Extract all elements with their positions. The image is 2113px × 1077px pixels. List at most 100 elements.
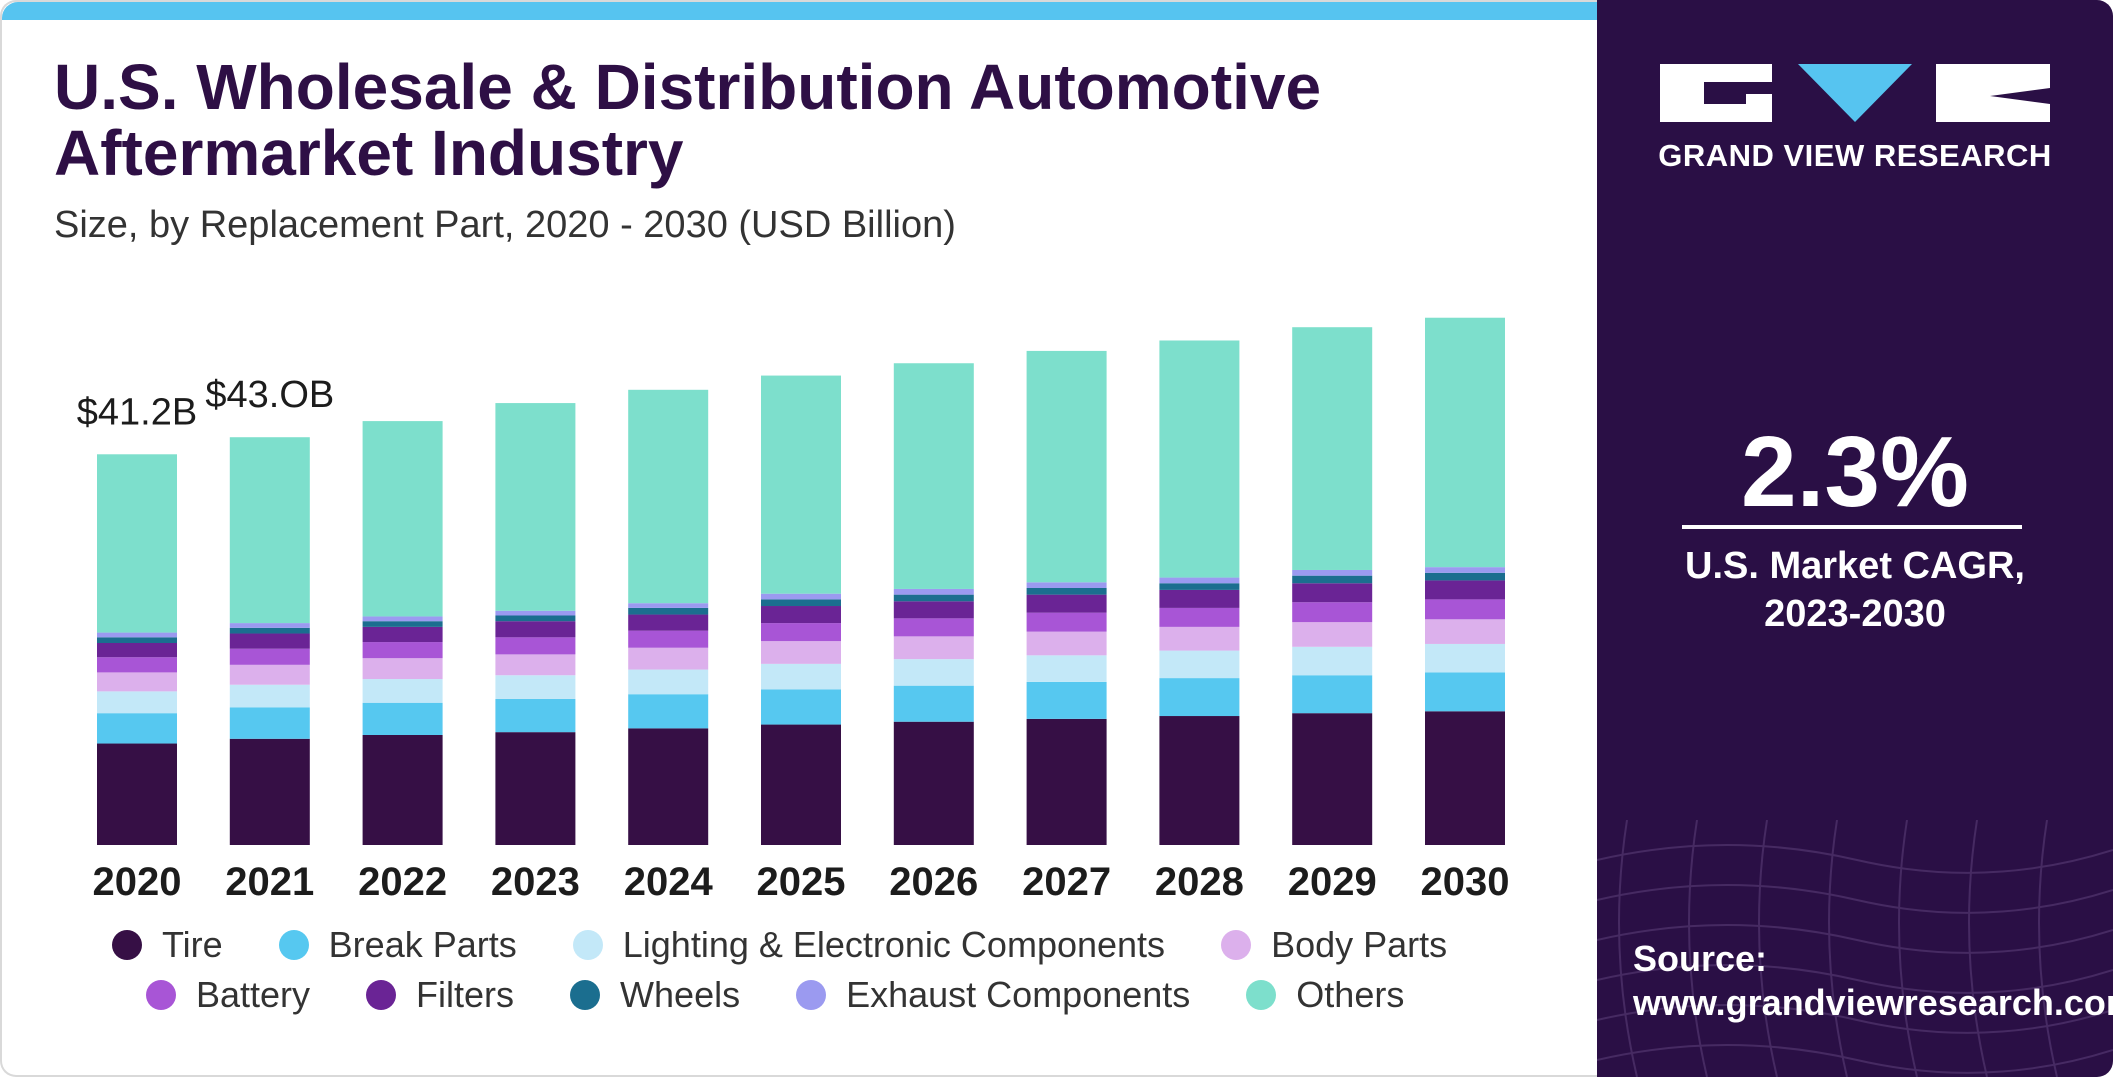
bar-segment-2021-exhaust (229, 623, 310, 628)
stacked-bar-chart: 2020 2021 2022 2023 2024 2025 2026 2027 2028 2029… (77, 317, 1510, 900)
x-tick-label-2024: 2024 (624, 860, 714, 900)
bar-segment-2028-body_parts (1159, 626, 1240, 651)
bar-segment-2030-tire (1425, 711, 1505, 845)
source-label: Source: (1633, 938, 1768, 979)
bar-segment-2020-exhaust (97, 632, 177, 638)
bar-segment-2030-lighting (1425, 643, 1505, 673)
source-link[interactable]: www.grandviewresearch.com (1633, 982, 2113, 1023)
bar-segment-2020-filters (97, 643, 177, 658)
bar-segment-2020-wheels (97, 637, 177, 644)
bar-segment-2024-filters (628, 614, 709, 631)
legend-label-filters: Filters (416, 974, 515, 1015)
bar-segment-2027-battery (1026, 612, 1107, 632)
legend-item-battery: Battery (146, 974, 310, 1016)
bar-segment-2030-exhaust (1425, 567, 1505, 573)
legend-swatch-others (1246, 980, 1277, 1010)
legend-swatch-battery (146, 980, 176, 1010)
bar-segment-2024-others (628, 389, 709, 604)
bar-segment-2029-others (1292, 327, 1373, 570)
bar-segment-2024-wheels (628, 607, 709, 615)
legend-label-break_parts: Break Parts (328, 924, 517, 965)
bar-segment-2021-lighting (229, 684, 310, 708)
bar-segment-2027-tire (1026, 718, 1107, 845)
bar-segment-2022-battery (362, 642, 443, 659)
bar-segment-2026-lighting (893, 659, 974, 686)
bar-segment-2022-exhaust (362, 616, 443, 622)
bar-segment-2020-break_parts (97, 713, 177, 744)
x-tick-label-2025: 2025 (757, 860, 846, 900)
legend: Tire Break Parts Lighting & Electronic Com… (112, 920, 1592, 1020)
cagr-label-line-2: 2023-2030 (1764, 593, 1946, 635)
legend-item-others: Others (1246, 974, 1404, 1016)
bar-segment-2028-lighting (1159, 650, 1240, 679)
bar-segment-2029-tire (1292, 713, 1373, 845)
bar-segment-2023-lighting (495, 675, 576, 699)
bar-segment-2021-break_parts (229, 707, 310, 739)
top-accent-strip (2, 2, 1599, 20)
bar-segment-2023-body_parts (495, 654, 576, 676)
x-tick-label-2027: 2027 (1022, 860, 1111, 900)
bar-segment-2025-exhaust (761, 593, 841, 600)
bar-segment-2025-lighting (761, 663, 841, 690)
legend-item-body_parts: Body Parts (1221, 924, 1447, 966)
bar-segment-2026-exhaust (893, 588, 974, 595)
legend-label-lighting: Lighting & Electronic Components (622, 924, 1166, 965)
bar-segment-2024-lighting (628, 669, 709, 695)
bar-segment-2030-break_parts (1425, 672, 1505, 712)
cagr-divider (1682, 525, 2022, 529)
bar-segment-2021-others (229, 437, 310, 624)
bar-segment-2021-battery (229, 648, 310, 665)
legend-swatch-lighting (572, 930, 603, 960)
bar-segment-2020-tire (97, 743, 177, 845)
bar-segment-2022-body_parts (362, 658, 443, 680)
legend-label-tire: Tire (162, 924, 223, 965)
chart-title: U.S. Wholesale & Distribution Automotive… (54, 54, 1554, 186)
decorative-mesh-pattern (1597, 820, 2113, 1077)
bar-segment-2029-lighting (1292, 646, 1373, 676)
legend-label-body_parts: Body Parts (1271, 924, 1448, 965)
bar-segment-2027-break_parts (1026, 681, 1107, 719)
brand-name: GRAND VIEW RESEARCH (1658, 138, 2052, 173)
bar-segment-2028-wheels (1159, 583, 1240, 590)
bar-segment-2024-break_parts (628, 694, 709, 729)
bar-segment-2022-wheels (362, 621, 443, 627)
bar-segment-2026-tire (893, 721, 974, 845)
bar-segment-2026-filters (893, 601, 974, 619)
bar-segment-2021-body_parts (229, 664, 310, 685)
legend-item-tire: Tire (112, 924, 223, 966)
bar-segment-2023-wheels (495, 615, 576, 622)
legend-label-wheels: Wheels (620, 974, 741, 1015)
bar-segment-2029-filters (1292, 583, 1373, 603)
bar-segment-2022-others (362, 421, 443, 617)
bar-segment-2030-others (1425, 317, 1505, 568)
legend-item-filters: Filters (366, 974, 514, 1016)
bar-segment-2020-others (97, 454, 177, 633)
x-tick-label-2020: 2020 (93, 860, 182, 900)
bar-segment-2025-body_parts (761, 641, 841, 664)
x-tick-label-2030: 2030 (1421, 860, 1510, 900)
cagr-value: 2.3% (1741, 416, 1969, 528)
x-tick-label-2021: 2021 (225, 860, 314, 900)
bar-segment-2024-body_parts (628, 647, 709, 670)
bar-segment-2029-battery (1292, 602, 1373, 623)
total-label-2021: $43.OB (205, 374, 334, 416)
bar-segment-2024-battery (628, 630, 709, 648)
legend-item-wheels: Wheels (570, 974, 740, 1016)
bar-segment-2025-others (761, 375, 841, 594)
legend-item-lighting: Lighting & Electronic Components (572, 924, 1166, 966)
x-tick-label-2026: 2026 (889, 860, 978, 900)
legend-label-battery: Battery (196, 974, 311, 1015)
bar-segment-2026-battery (893, 618, 974, 637)
bar-segment-2020-lighting (97, 691, 177, 714)
total-label-2020: $41.2B (77, 391, 197, 433)
bar-segment-2026-others (893, 363, 974, 589)
legend-swatch-tire (112, 930, 142, 960)
title-line-2: Aftermarket Industry (54, 117, 684, 189)
x-tick-label-2023: 2023 (491, 860, 580, 900)
x-tick-label-2022: 2022 (358, 860, 447, 900)
bar-segment-2029-body_parts (1292, 622, 1373, 647)
bar-segment-2022-tire (362, 734, 443, 845)
bar-segment-2024-tire (628, 728, 709, 845)
bar-segment-2030-wheels (1425, 572, 1505, 581)
